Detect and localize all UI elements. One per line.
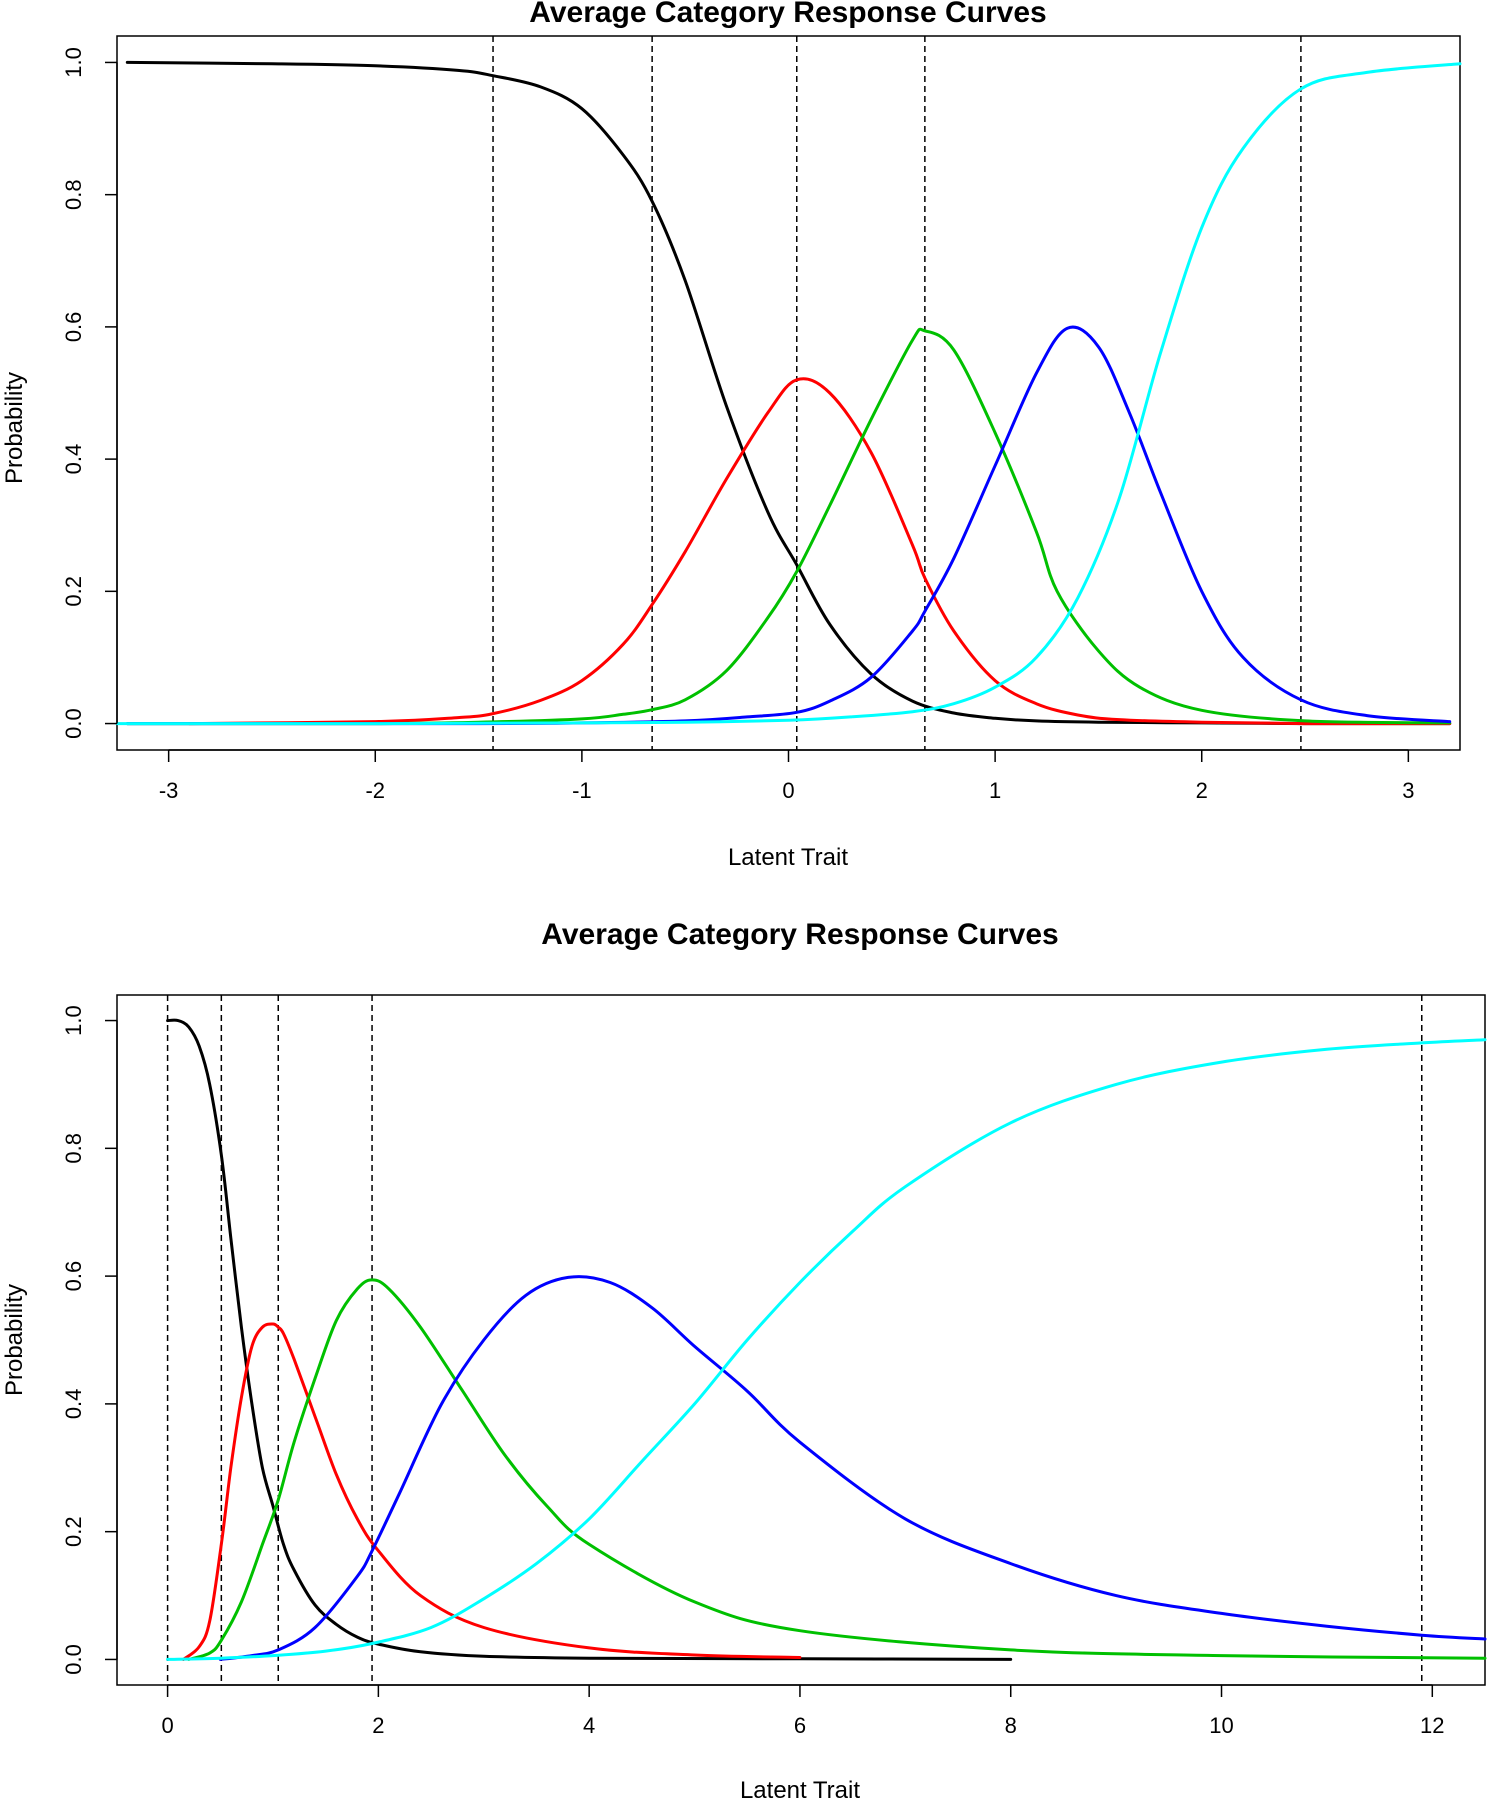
x-tick-label-1-4: 0	[782, 778, 794, 803]
chart-panel-2: Average Category Response Curves 0 2 4 6 8 10…	[1, 918, 1487, 1804]
y-tick-label-2-4: 0.6	[61, 1261, 86, 1292]
y-tick-label-1-3: 0.4	[61, 444, 86, 475]
y-tick-label-1-5: 0.8	[61, 179, 86, 210]
curve-2-2	[181, 1322, 802, 1661]
curve-1-3	[125, 327, 1452, 726]
y-tick-label-1-2: 0.2	[61, 576, 86, 607]
y-tick-label-1-4: 0.6	[61, 312, 86, 343]
y-tick-label-2-2: 0.2	[61, 1516, 86, 1547]
x-tick-label-2-1: 0	[161, 1713, 173, 1738]
x-tick-label-1-2: -2	[365, 778, 385, 803]
x-tick-label-2-6: 10	[1209, 1713, 1233, 1738]
curve-2-1	[166, 1018, 1013, 1661]
y-tick-label-1-6: 1.0	[61, 47, 86, 78]
curve-2-4	[218, 1275, 1487, 1661]
y-tick-label-2-3: 0.4	[61, 1389, 86, 1420]
x-tick-label-2-4: 6	[794, 1713, 806, 1738]
y-tick-label-2-6: 1.0	[61, 1005, 86, 1036]
x-tick-label-1-5: 1	[989, 778, 1001, 803]
plot-frame-2	[116, 994, 1486, 1686]
reference-lines-2	[166, 995, 1423, 1685]
x-axis-2: 0 2 4 6 8 10 12	[161, 1684, 1445, 1738]
x-axis-label-2: Latent Trait	[740, 1777, 860, 1804]
curve-1-2	[187, 377, 1452, 726]
x-axis-label-1: Latent Trait	[728, 844, 848, 871]
curve-1-1	[125, 60, 1452, 726]
curves-2	[166, 1018, 1487, 1661]
curves-1	[115, 60, 1462, 726]
x-tick-label-2-2: 2	[372, 1713, 384, 1738]
curve-1-5	[115, 62, 1462, 726]
plot-frame-1	[116, 35, 1461, 751]
y-axis-label-2: Probability	[1, 1284, 28, 1396]
y-axis-1: 0.0 0.2 0.4 0.6 0.8 1.0	[61, 47, 118, 739]
x-tick-label-2-3: 4	[583, 1713, 595, 1738]
y-tick-label-2-5: 0.8	[61, 1133, 86, 1164]
y-tick-label-1-1: 0.0	[61, 708, 86, 739]
x-tick-label-1-6: 2	[1196, 778, 1208, 803]
y-axis-2: 0.0 0.2 0.4 0.6 0.8 1.0	[61, 1005, 118, 1675]
x-tick-label-2-7: 12	[1420, 1713, 1444, 1738]
x-tick-label-1-7: 3	[1402, 778, 1414, 803]
chart-title-1: Average Category Response Curves	[529, 0, 1046, 29]
x-tick-label-1-1: -3	[159, 778, 179, 803]
y-tick-label-2-1: 0.0	[61, 1644, 86, 1675]
chart-panel-1: Average Category Response Curves -3 -2 -1 0…	[1, 0, 1462, 871]
reference-lines-1	[492, 36, 1302, 750]
chart-title-2: Average Category Response Curves	[541, 918, 1058, 951]
y-axis-label-1: Probability	[1, 372, 28, 484]
x-tick-label-1-3: -1	[572, 778, 592, 803]
x-tick-label-2-5: 8	[1005, 1713, 1017, 1738]
curve-2-5	[166, 1038, 1487, 1661]
x-axis-1: -3 -2 -1 0 1 2 3	[159, 749, 1414, 803]
curve-2-3	[187, 1278, 1487, 1661]
